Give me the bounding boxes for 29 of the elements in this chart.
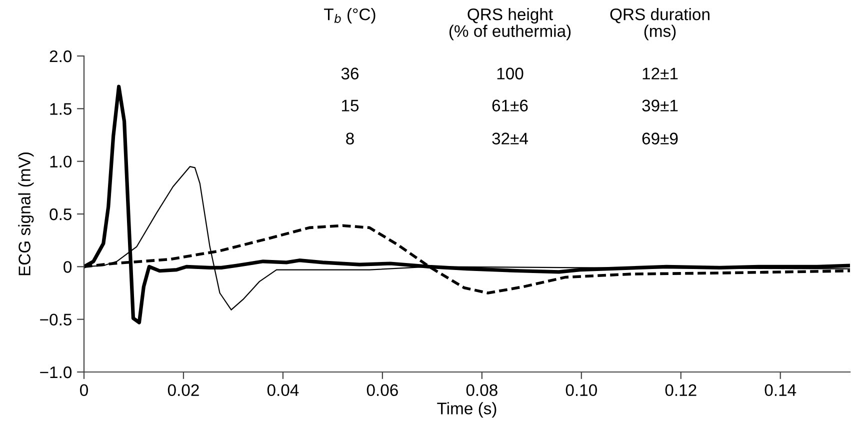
text: T$_{b}$ (°C): [324, 8, 376, 24]
y-tick-label: −1.0: [40, 366, 72, 378]
y-tick-label: 1.5: [50, 103, 72, 115]
annotation: 8: [346, 132, 354, 144]
x-tick-label: 0.12: [665, 384, 696, 396]
x-tick-label: 0.14: [764, 384, 796, 396]
x-tick-label: 0.02: [168, 384, 199, 396]
text: QRS duration (ms): [610, 8, 710, 40]
y-axis-title: ECG signal (mV): [18, 152, 34, 276]
annotation: 61±6: [492, 100, 528, 112]
x-tick-label: 0.10: [566, 384, 597, 396]
text: QRS height (% of euthermia): [449, 8, 571, 40]
x-tick-label: 0.06: [366, 384, 398, 396]
annotation: 12±1: [642, 68, 678, 80]
y-tick-label: −0.5: [40, 314, 72, 326]
x-tick-label: 0.04: [267, 384, 299, 396]
annotation: 69±9: [642, 132, 678, 144]
x-axis-title: Time (s): [437, 402, 496, 418]
annotation: 15: [342, 100, 359, 112]
annotation: 100: [497, 68, 524, 80]
annotation: 32±4: [492, 132, 528, 144]
x-tick-label: 0.08: [466, 384, 498, 396]
y-tick-label: 2.0: [50, 50, 72, 62]
y-tick-label: 0: [64, 261, 72, 273]
annotation: 39±1: [642, 100, 678, 112]
x-tick-label: 0: [80, 384, 88, 396]
annotation: 36: [341, 68, 359, 80]
y-tick-label: 0.5: [50, 208, 72, 220]
y-tick-label: 1.0: [50, 156, 72, 168]
